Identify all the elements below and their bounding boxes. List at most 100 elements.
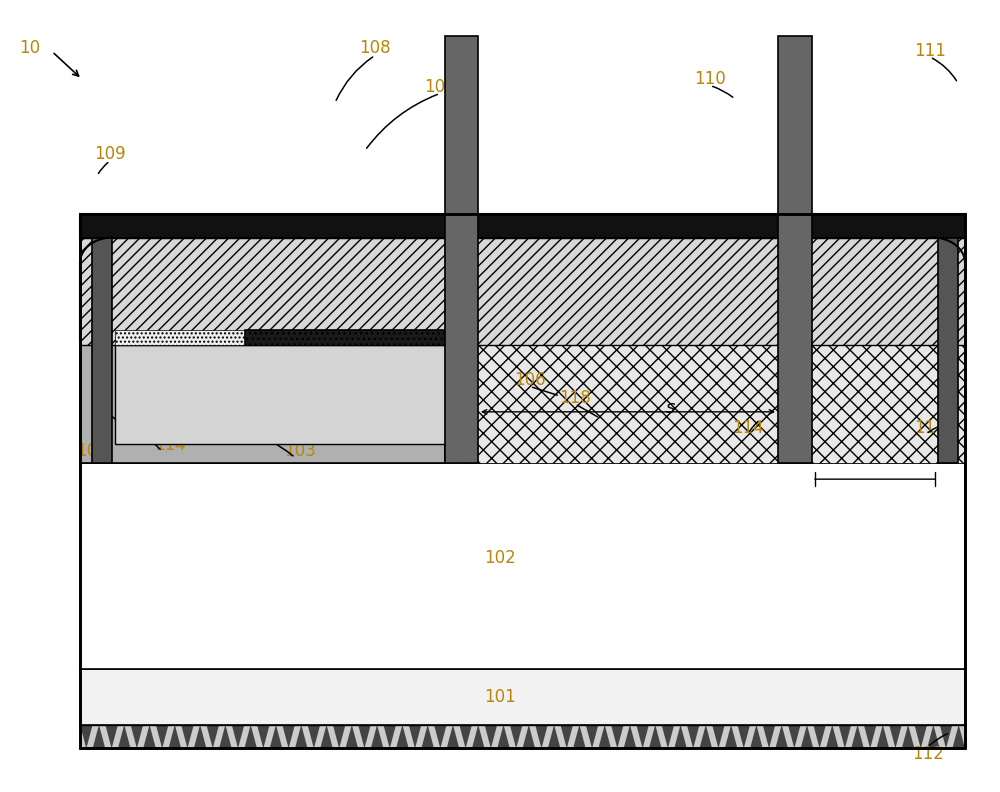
Polygon shape <box>940 725 952 748</box>
Polygon shape <box>447 725 459 748</box>
Polygon shape <box>876 725 889 748</box>
Polygon shape <box>889 725 902 748</box>
Polygon shape <box>206 725 219 748</box>
Text: 10: 10 <box>19 39 41 56</box>
Polygon shape <box>131 725 143 748</box>
Text: 101: 101 <box>484 688 516 706</box>
Polygon shape <box>232 725 244 748</box>
Bar <box>80 238 445 345</box>
Polygon shape <box>485 725 497 748</box>
Bar <box>80 345 965 463</box>
Text: 108: 108 <box>359 39 391 56</box>
Bar <box>938 238 958 463</box>
Bar <box>245 330 445 345</box>
Text: 104: 104 <box>114 413 146 430</box>
Polygon shape <box>358 725 371 748</box>
Polygon shape <box>459 725 472 748</box>
Text: 102: 102 <box>484 550 516 567</box>
Polygon shape <box>813 725 826 748</box>
Polygon shape <box>257 725 270 748</box>
Text: s: s <box>665 399 675 417</box>
Polygon shape <box>270 725 282 748</box>
Polygon shape <box>573 725 586 748</box>
Polygon shape <box>472 725 485 748</box>
Polygon shape <box>649 725 662 748</box>
Polygon shape <box>826 725 839 748</box>
Polygon shape <box>346 725 358 748</box>
Polygon shape <box>409 725 421 748</box>
Bar <box>80 214 965 748</box>
Polygon shape <box>156 725 168 748</box>
Polygon shape <box>636 725 649 748</box>
Polygon shape <box>851 725 864 748</box>
Polygon shape <box>775 725 788 748</box>
Polygon shape <box>674 725 687 748</box>
Polygon shape <box>168 725 181 748</box>
Polygon shape <box>839 725 851 748</box>
Bar <box>115 330 445 345</box>
Polygon shape <box>219 725 232 748</box>
Polygon shape <box>80 725 93 748</box>
Polygon shape <box>510 725 522 748</box>
Polygon shape <box>194 725 206 748</box>
Text: 105: 105 <box>76 443 108 460</box>
Text: 115: 115 <box>254 421 286 438</box>
Polygon shape <box>763 725 775 748</box>
Bar <box>80 669 965 725</box>
Polygon shape <box>548 725 560 748</box>
Polygon shape <box>864 725 876 748</box>
Text: 114: 114 <box>732 419 764 436</box>
Text: 118: 118 <box>559 389 591 406</box>
Polygon shape <box>383 725 396 748</box>
Polygon shape <box>914 725 927 748</box>
Bar <box>445 36 478 463</box>
Polygon shape <box>801 725 813 748</box>
Polygon shape <box>434 725 447 748</box>
Polygon shape <box>320 725 333 748</box>
Polygon shape <box>611 725 624 748</box>
Polygon shape <box>244 725 257 748</box>
Polygon shape <box>143 725 156 748</box>
Bar <box>445 345 965 463</box>
Text: 110: 110 <box>694 70 726 88</box>
Text: 109: 109 <box>94 146 126 163</box>
Bar <box>778 36 812 463</box>
Polygon shape <box>737 725 750 748</box>
Polygon shape <box>788 725 801 748</box>
Polygon shape <box>586 725 598 748</box>
Polygon shape <box>598 725 611 748</box>
Text: 112: 112 <box>912 745 944 763</box>
Polygon shape <box>700 725 712 748</box>
Polygon shape <box>308 725 320 748</box>
Polygon shape <box>952 725 965 748</box>
Text: 107: 107 <box>424 78 456 96</box>
Polygon shape <box>421 725 434 748</box>
Polygon shape <box>750 725 763 748</box>
Polygon shape <box>282 725 295 748</box>
Text: 103: 103 <box>284 443 316 460</box>
Text: 117: 117 <box>914 419 946 436</box>
Bar <box>80 345 445 463</box>
Polygon shape <box>371 725 383 748</box>
Bar <box>115 345 445 444</box>
Polygon shape <box>497 725 510 748</box>
Polygon shape <box>560 725 573 748</box>
Bar <box>245 330 445 345</box>
Bar <box>92 238 112 463</box>
Polygon shape <box>295 725 308 748</box>
Polygon shape <box>927 725 940 748</box>
Polygon shape <box>535 725 548 748</box>
Text: 114: 114 <box>154 436 186 454</box>
Polygon shape <box>181 725 194 748</box>
Polygon shape <box>93 725 105 748</box>
Bar <box>80 725 965 748</box>
Polygon shape <box>902 725 914 748</box>
Text: 113: 113 <box>424 284 456 302</box>
Text: 111: 111 <box>914 43 946 60</box>
Polygon shape <box>396 725 409 748</box>
Polygon shape <box>333 725 346 748</box>
Polygon shape <box>522 725 535 748</box>
Text: L: L <box>345 299 355 316</box>
Polygon shape <box>624 725 636 748</box>
Bar <box>80 214 965 238</box>
